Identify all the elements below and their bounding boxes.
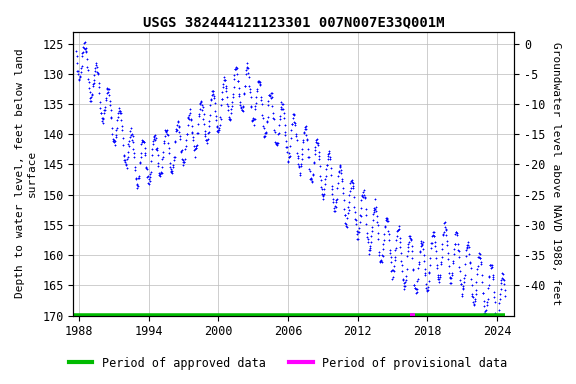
Legend: Period of approved data, Period of provisional data: Period of approved data, Period of provi… (64, 352, 512, 374)
Y-axis label: Groundwater level above NAVD 1988, feet: Groundwater level above NAVD 1988, feet (551, 42, 561, 305)
Title: USGS 382444121123301 007N007E33Q001M: USGS 382444121123301 007N007E33Q001M (143, 15, 445, 29)
Y-axis label: Depth to water level, feet below land
surface: Depth to water level, feet below land su… (15, 49, 37, 298)
